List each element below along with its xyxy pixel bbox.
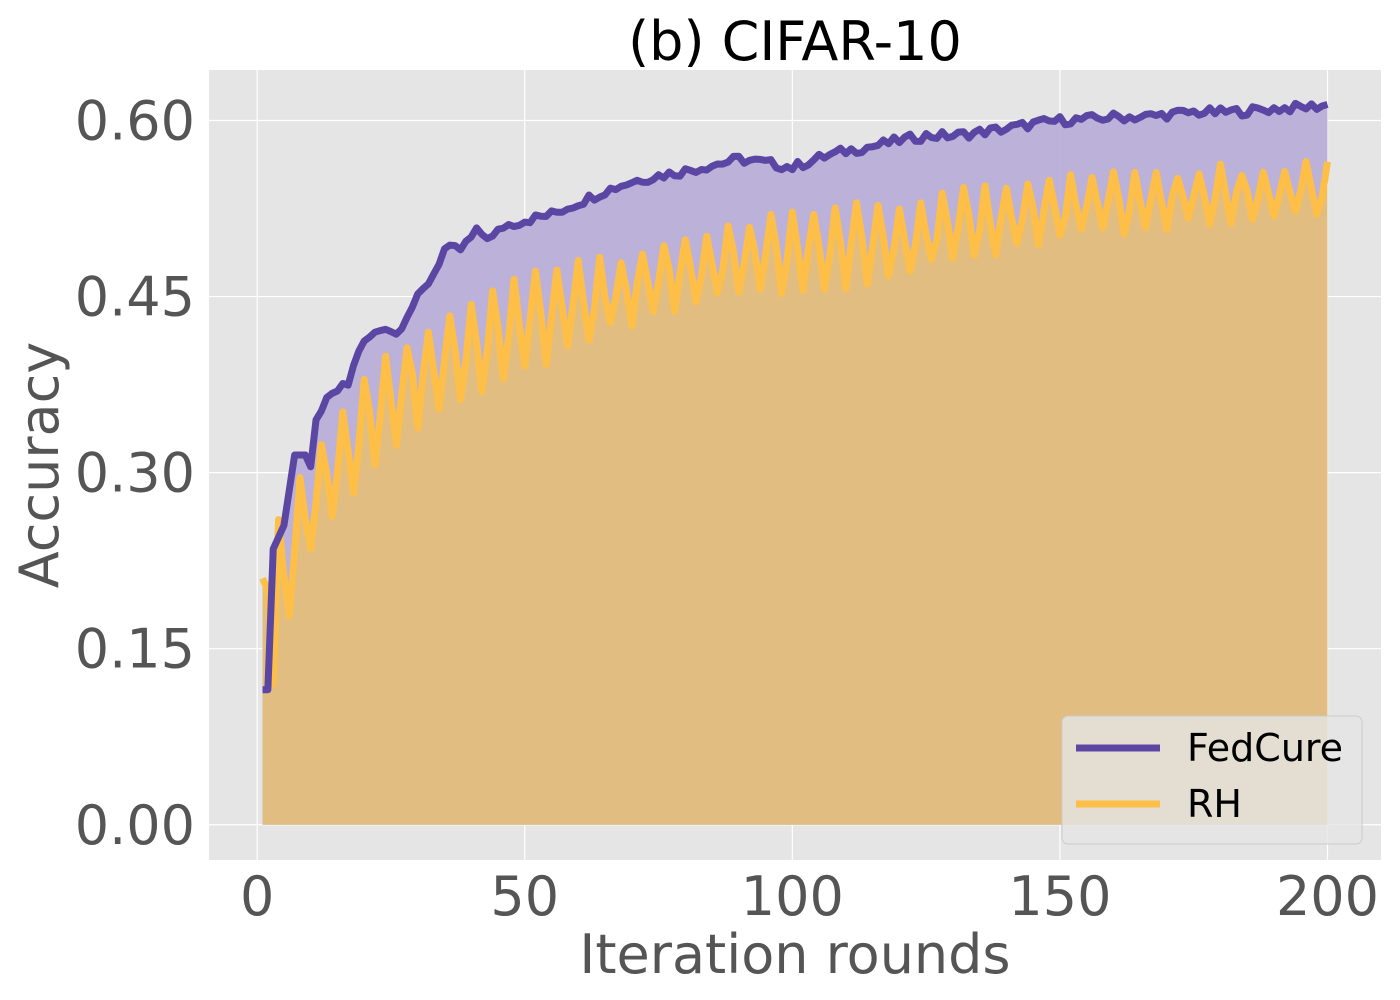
chart-title: (b) CIFAR-10 <box>628 10 962 73</box>
legend: FedCure RH <box>1061 715 1363 845</box>
y-tick-label: 0.45 <box>75 266 195 329</box>
x-axis-label: Iteration rounds <box>579 923 1010 986</box>
legend-label-rh: RH <box>1187 782 1242 826</box>
x-axis-ticks: 0 50 100 150 200 <box>240 865 1379 928</box>
rh-line <box>259 158 1331 688</box>
legend-label-fedcure: FedCure <box>1187 726 1343 770</box>
x-tick-label: 150 <box>1008 865 1111 928</box>
y-tick-label: 0.15 <box>75 618 195 681</box>
rh-area <box>262 161 1328 825</box>
x-tick-label: 100 <box>741 865 844 928</box>
x-tick-label: 0 <box>240 865 274 928</box>
x-tick-label: 50 <box>490 865 559 928</box>
y-axis-label: Accuracy <box>8 342 71 589</box>
series-fills <box>262 103 1328 825</box>
y-tick-label: 0.30 <box>75 442 195 505</box>
fedcure-line <box>262 99 1329 694</box>
y-tick-label: 0.60 <box>75 89 195 152</box>
y-tick-label: 0.00 <box>75 794 195 857</box>
x-tick-label: 200 <box>1276 865 1379 928</box>
series-lines <box>259 99 1331 694</box>
y-axis-ticks: 0.00 0.15 0.30 0.45 0.60 <box>75 89 195 856</box>
